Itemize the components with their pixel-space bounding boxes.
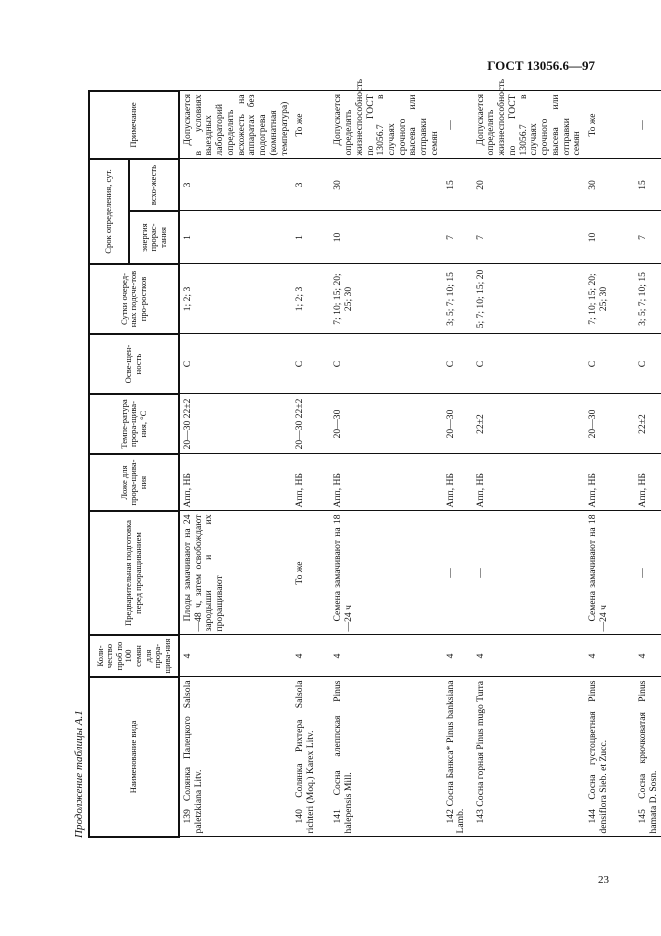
cell-note: —: [442, 90, 473, 159]
cell-note: Допускается в условиях выездных лаборато…: [179, 90, 293, 159]
cell-days: 1; 2; 3: [179, 264, 293, 334]
cell-light: С: [179, 334, 293, 394]
cell-light: С: [635, 334, 661, 394]
cell-bed: Апп, НБ: [442, 454, 473, 511]
cell-days: 3; 5; 7; 10; 15: [635, 264, 661, 334]
cell-note: Допускается определять жизнеспособность …: [472, 79, 586, 159]
cell-light: С: [442, 334, 473, 394]
cell-prep: Семена замачивают на 18—24 ч: [585, 511, 636, 635]
cell-light: С: [585, 334, 636, 394]
col-header-term: Срок определения, сут.: [89, 158, 129, 264]
cell-name: 141 Сосна алеппская Pinus halepensis Mil…: [330, 677, 443, 837]
cell-energy: 10: [585, 211, 636, 264]
col-header-energy: энергия прорас-тания: [129, 211, 179, 264]
cell-count: 4: [472, 635, 586, 677]
cell-energy: 7: [472, 211, 586, 264]
table-row: 145 Сосна крючковатая Pinus hamata D. So…: [635, 90, 661, 837]
cell-prep: —: [442, 511, 473, 635]
cell-bed: Апп, НБ: [472, 454, 586, 511]
table-row: 144 Сосна густоцветная Pinus densiflora …: [585, 90, 636, 837]
table-caption: Продолжение таблицы А.1: [73, 710, 85, 838]
table-row: 141 Сосна алеппская Pinus halepensis Mil…: [330, 79, 443, 837]
cell-count: 4: [635, 635, 661, 677]
cell-bed: Апп, НБ: [635, 454, 661, 511]
cell-prep: Семена замачивают на 18—24 ч: [330, 511, 443, 635]
cell-note: Допускается определять жизнеспособность …: [330, 79, 443, 159]
cell-bed: Апп, НБ: [292, 454, 331, 511]
cell-temp: 20—30: [330, 394, 443, 454]
col-header-prep: Предварительная подготовка перед проращи…: [89, 511, 179, 635]
cell-energy: 7: [635, 211, 661, 264]
cell-prep: Плоды замачивают на 24—48 ч, затем освоб…: [179, 511, 293, 635]
cell-germ: 20: [472, 158, 586, 211]
cell-prep: —: [472, 511, 586, 635]
cell-light: С: [472, 334, 586, 394]
cell-bed: Апп, НБ: [179, 454, 293, 511]
cell-temp: 20—30: [585, 394, 636, 454]
col-header-note: Примечание: [89, 90, 179, 159]
table-row: 143 Сосна горная Pinus mugo Turra 4— Апп, …: [472, 79, 586, 837]
cell-germ: 30: [330, 158, 443, 211]
cell-days: 7; 10; 15; 20; 25; 30: [585, 264, 636, 334]
col-header-light: Осве-щен-ность: [89, 334, 179, 394]
cell-temp: 20—30: [442, 394, 473, 454]
cell-note: —: [635, 90, 661, 159]
cell-temp: 20—30 22±2: [292, 394, 331, 454]
cell-count: 4: [442, 635, 473, 677]
cell-light: С: [292, 334, 331, 394]
col-header-days: Сутки очеред-ных подсче-тов про-ростков: [89, 264, 179, 334]
col-header-count: Коли-чество проб по 100 семян для прора-…: [89, 635, 179, 677]
col-header-name: Наименование вида: [89, 677, 179, 837]
germination-table: Наименование вида Коли-чество проб по 10…: [88, 79, 661, 838]
cell-count: 4: [179, 635, 293, 677]
cell-days: 5; 7; 10; 15; 20: [472, 264, 586, 334]
col-header-bed: Ложе для прора-щива-ния: [89, 454, 179, 511]
cell-bed: Апп, НБ: [585, 454, 636, 511]
cell-energy: 1: [292, 211, 331, 264]
cell-temp: 22±2: [472, 394, 586, 454]
cell-prep: То же: [292, 511, 331, 635]
table-row: 140 Солянка Рихтера Salsola richteri (Mo…: [292, 90, 331, 837]
cell-germ: 3: [179, 158, 293, 211]
cell-germ: 30: [585, 158, 636, 211]
cell-note: То же: [585, 90, 636, 159]
table-row: 139 Солянка Палецкого Salsola paletzkian…: [179, 90, 293, 837]
cell-name: 139 Солянка Палецкого Salsola paletzkian…: [179, 677, 293, 837]
cell-germ: 15: [442, 158, 473, 211]
cell-count: 4: [585, 635, 636, 677]
cell-days: 1; 2; 3: [292, 264, 331, 334]
cell-name: 143 Сосна горная Pinus mugo Turra: [472, 677, 586, 837]
cell-prep: —: [635, 511, 661, 635]
cell-name: 144 Сосна густоцветная Pinus densiflora …: [585, 677, 636, 837]
cell-days: 7; 10; 15; 20; 25; 30: [330, 264, 443, 334]
cell-energy: 7: [442, 211, 473, 264]
cell-name: 140 Солянка Рихтера Salsola richteri (Mo…: [292, 677, 331, 837]
cell-name: 145 Сосна крючковатая Pinus hamata D. So…: [635, 677, 661, 837]
cell-count: 4: [330, 635, 443, 677]
page-number: 23: [598, 874, 609, 886]
cell-count: 4: [292, 635, 331, 677]
table-row: 142 Сосна Банкса* Pinus banksiana Lamb. 4…: [442, 90, 473, 837]
cell-energy: 10: [330, 211, 443, 264]
col-header-germ: всхо-жесть: [129, 158, 179, 211]
cell-germ: 15: [635, 158, 661, 211]
cell-bed: Апп, НБ: [330, 454, 443, 511]
cell-name: 142 Сосна Банкса* Pinus banksiana Lamb.: [442, 677, 473, 837]
rotated-table-block: Продолжение таблицы А.1 Наименование вид…: [70, 79, 661, 838]
cell-temp: 20—30 22±2: [179, 394, 293, 454]
cell-days: 3; 5; 7; 10; 15: [442, 264, 473, 334]
cell-note: То же: [292, 90, 331, 159]
cell-temp: 22±2: [635, 394, 661, 454]
col-header-temp: Темпе-ратура прора-щива-ния, °С: [89, 394, 179, 454]
cell-energy: 1: [179, 211, 293, 264]
cell-light: С: [330, 334, 443, 394]
document-code: ГОСТ 13056.6—97: [487, 58, 595, 73]
cell-germ: 3: [292, 158, 331, 211]
